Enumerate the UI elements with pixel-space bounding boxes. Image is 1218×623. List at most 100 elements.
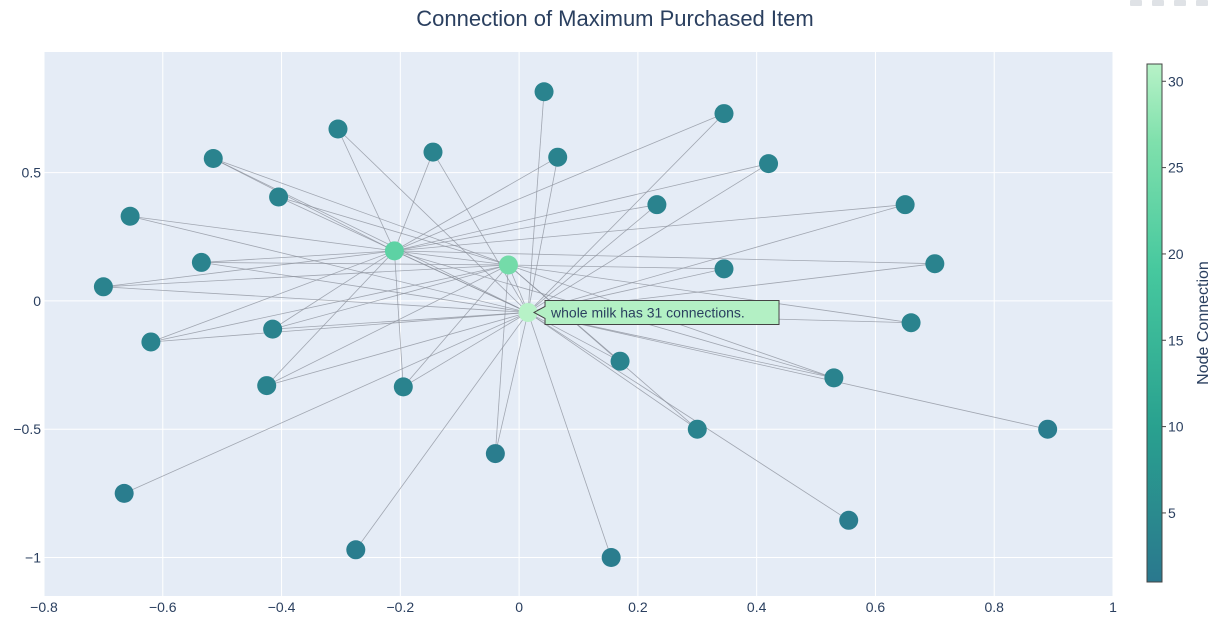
colorbar-ticks: 5 10 15 20 25 30 [1162,73,1184,521]
network-node[interactable] [203,148,223,168]
edge [394,250,935,265]
network-node[interactable] [901,313,921,333]
edge [124,312,529,494]
network-node[interactable] [1038,419,1058,439]
network-node[interactable] [269,187,289,207]
edge [393,250,404,387]
hub-node[interactable] [518,302,538,322]
network-node[interactable] [714,259,734,279]
network-node[interactable] [548,147,568,167]
edge [527,312,621,362]
edge [266,250,395,386]
x-tick-label: −0.2 [387,599,415,615]
edge [394,250,529,313]
y-axis-ticks: 0.5 0 −0.5 −1 [13,165,41,566]
y-tick-label: −1 [25,550,41,566]
edge [103,286,529,313]
edge [213,158,529,313]
x-tick-label: 0.2 [628,599,648,615]
edge [272,312,529,330]
autoscale-icon[interactable] [1174,0,1186,6]
edge [394,163,769,252]
x-tick-label: 0 [515,599,523,615]
network-node[interactable] [393,377,413,397]
x-axis-ticks: −0.8 −0.6 −0.4 −0.2 0 0.2 0.4 0.6 0.8 1 [30,599,1117,615]
edge [402,264,509,388]
edge [266,312,529,386]
x-tick-label: −0.6 [149,599,177,615]
edge [494,312,529,454]
colorbar-tick-label: 5 [1168,505,1176,521]
edge [337,128,529,313]
edge [394,151,434,252]
edge [508,264,725,270]
network-node[interactable] [263,319,283,339]
network-node[interactable] [610,351,630,371]
edge [272,264,509,330]
edge [103,264,509,288]
edge [272,250,395,330]
network-node[interactable] [423,142,443,162]
colorbar-tick-label: 10 [1168,419,1184,435]
edge [213,158,509,266]
edge [527,312,1048,430]
x-tick-label: 0.6 [866,599,886,615]
hub-node[interactable] [498,255,518,275]
hover-label: whole milk has 31 connections. [532,299,780,325]
network-node[interactable] [687,419,707,439]
zoom-icon[interactable] [1130,0,1142,6]
network-node[interactable] [485,444,505,464]
edge [394,156,558,252]
network-node[interactable] [601,548,621,568]
network-node[interactable] [895,195,915,215]
network-node[interactable] [346,540,366,560]
edge [278,196,509,266]
network-node[interactable] [257,376,277,396]
hover-text: whole milk has 31 connections. [550,304,745,320]
x-tick-label: −0.4 [268,599,296,615]
hub-node[interactable] [384,241,404,261]
edge [201,262,509,266]
network-node[interactable] [759,154,779,174]
edge [394,250,509,266]
y-tick-label: 0 [33,293,41,309]
network-node[interactable] [191,252,211,272]
edge [130,215,529,313]
network-node[interactable] [114,483,134,503]
hover-box [532,299,780,325]
nodes [93,82,1058,568]
edge [508,264,912,324]
edge [432,151,529,313]
edge [201,262,529,313]
modebar[interactable] [1130,0,1208,8]
edge [150,250,395,343]
network-node[interactable] [120,206,140,226]
reset-axes-icon[interactable] [1196,0,1208,6]
network-node[interactable] [824,368,844,388]
network-node[interactable] [141,332,161,352]
colorbar-bar [1146,63,1163,583]
edge [150,264,509,343]
x-tick-label: 0.8 [984,599,1004,615]
edge [394,204,906,252]
network-node[interactable] [647,195,667,215]
edge [527,204,658,313]
x-tick-label: −0.8 [30,599,58,615]
colorbar-tick-label: 30 [1168,73,1184,89]
network-node[interactable] [839,510,859,530]
network-node[interactable] [328,119,348,139]
edge [337,128,395,252]
edge [494,264,509,454]
edge [527,312,612,558]
network-node[interactable] [925,254,945,274]
network-node[interactable] [534,82,554,102]
pan-icon[interactable] [1152,0,1164,6]
edge [150,312,529,343]
colorbar-tick-label: 25 [1168,160,1184,176]
x-tick-label: 0.4 [747,599,767,615]
network-node[interactable] [93,277,113,297]
edge [527,113,725,313]
x-tick-label: 1 [1109,599,1117,615]
network-node[interactable] [714,104,734,124]
